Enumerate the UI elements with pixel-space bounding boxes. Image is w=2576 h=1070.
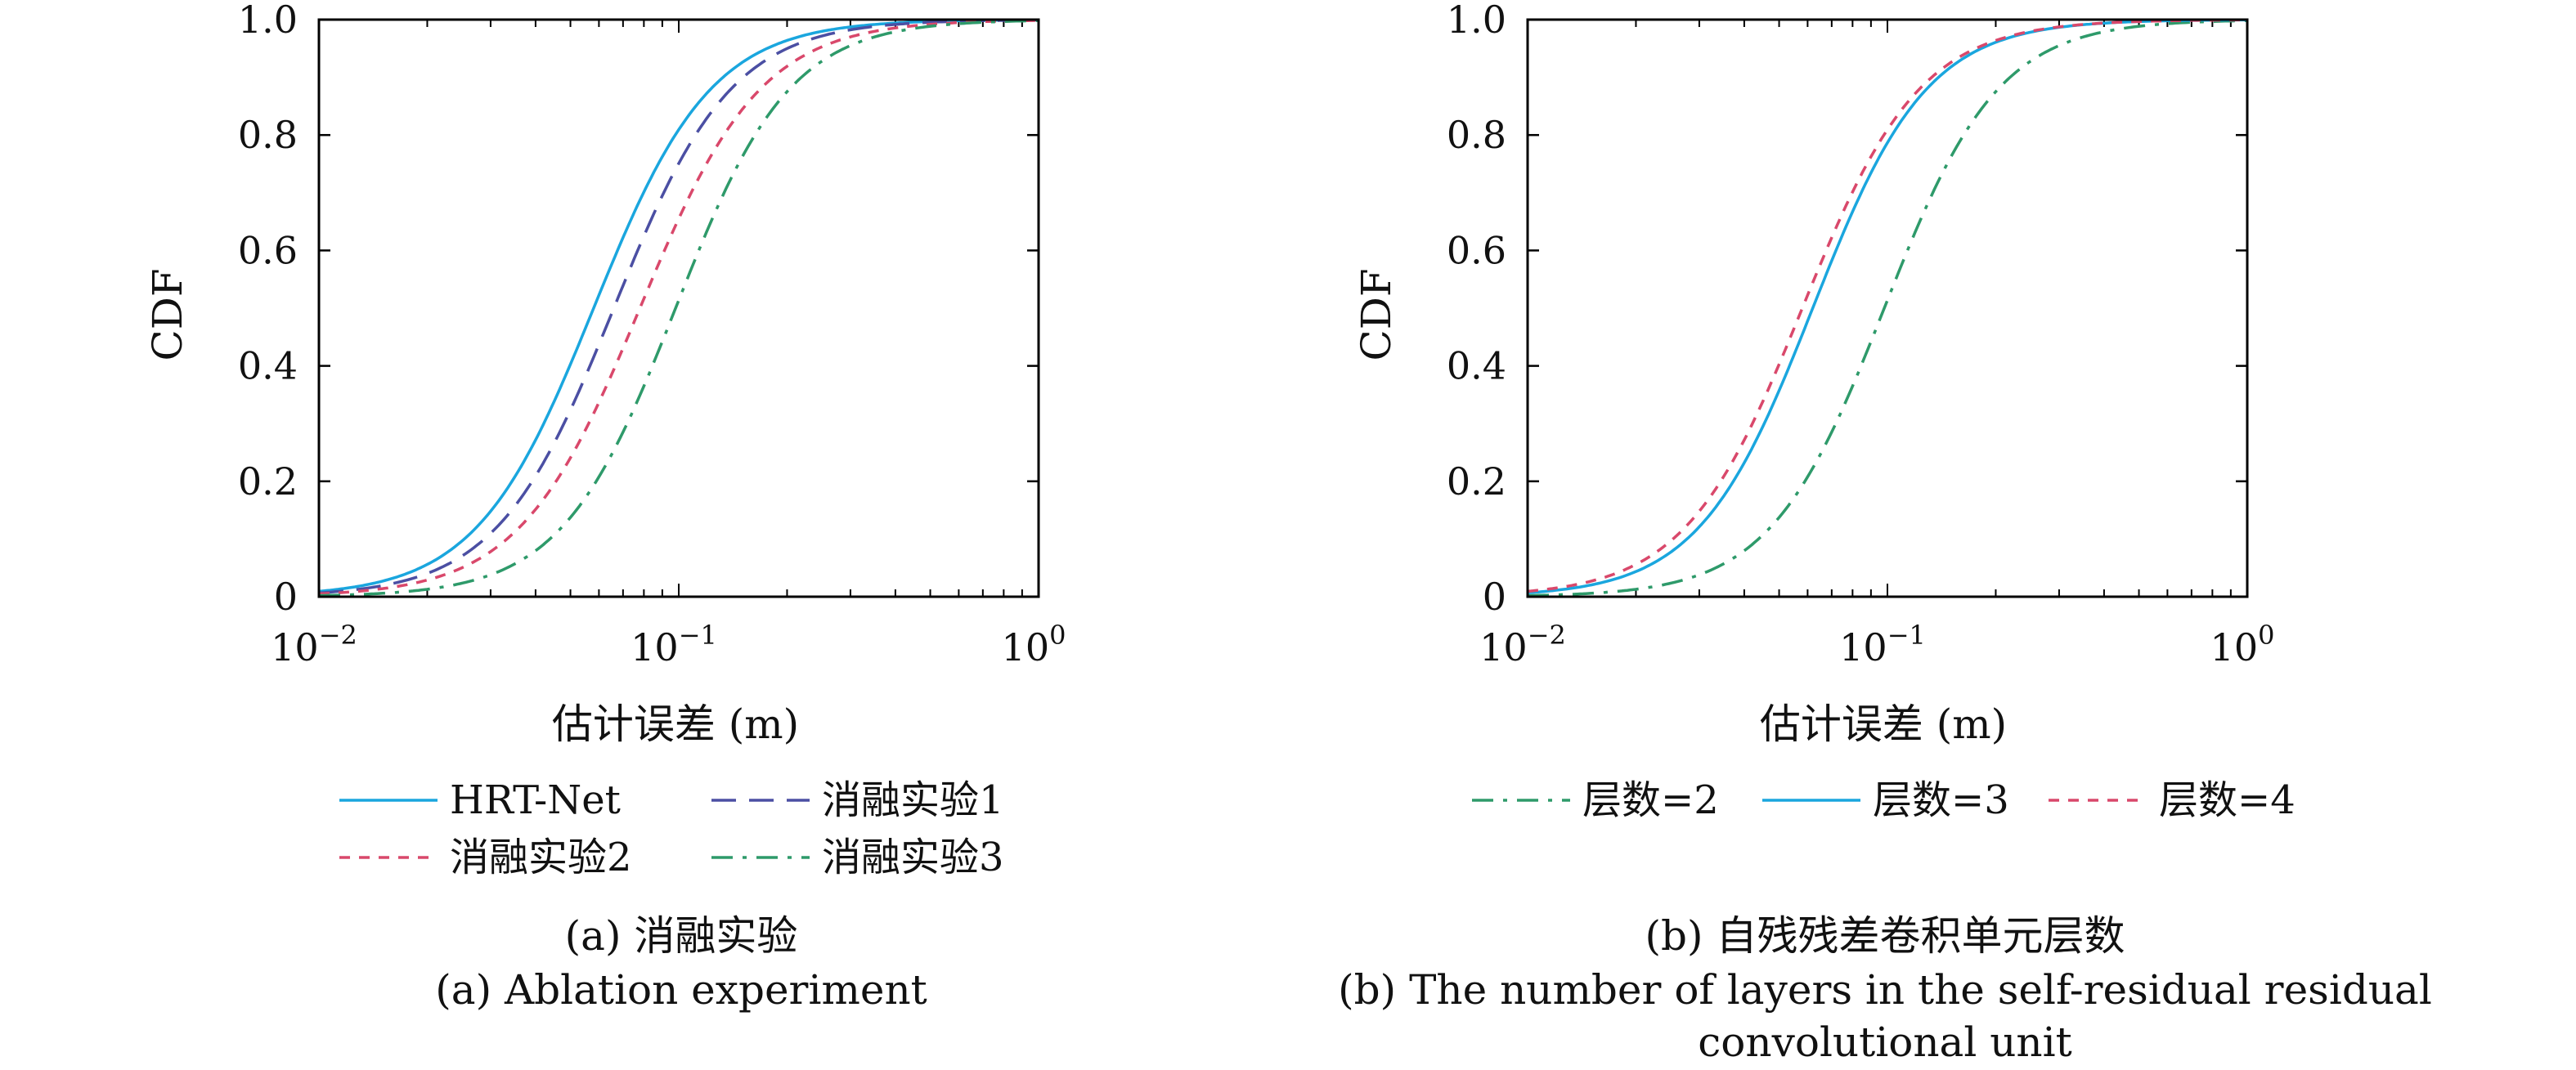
caption-en-a-line-1: (a) Ablation experiment — [435, 966, 927, 1014]
y-tick-label: 0.2 — [1447, 459, 1506, 504]
x-tick-label: 10−2 — [1479, 620, 1566, 669]
series-line — [318, 18, 1039, 595]
x-tick-label: 10−1 — [1839, 620, 1926, 669]
panel-a-ablation: 0 0.2 0.4 0.6 0.8 1.0 10−2 10−1 100 CDF 估计误差 (m… — [144, 0, 1066, 1014]
y-tick-label: 0.6 — [1447, 228, 1506, 272]
series-line — [318, 19, 1039, 598]
series-line — [318, 19, 1039, 596]
x-axis-label-a: 估计误差 (m) — [552, 701, 799, 748]
x-tick-label: 100 — [2210, 620, 2275, 669]
legend-label: 消融实验3 — [822, 835, 1004, 880]
y-axis-label-b: CDF — [1353, 268, 1400, 360]
series-line — [1527, 18, 2247, 594]
y-tick-label: 0 — [1483, 575, 1506, 619]
plot-frame-a — [317, 18, 1040, 598]
y-tick-label: 0.6 — [238, 228, 298, 272]
x-tick-labels-a: 10−2 10−1 100 — [271, 20, 1066, 669]
caption-en-b-line-1: (b) The number of layers in the self-res… — [1338, 966, 2432, 1014]
y-tick-label: 0.8 — [1447, 113, 1506, 157]
x-tick-label: 10−1 — [631, 620, 717, 669]
legend-b: 层数=2 层数=3 层数=4 — [1472, 777, 2296, 823]
y-tick-labels-b: 0 0.2 0.4 0.6 0.8 1.0 — [1447, 0, 2247, 619]
series-line — [1527, 19, 2248, 598]
caption-cn-b: (b) 自残残差卷积单元层数 — [1645, 912, 2125, 960]
x-tick-label: 100 — [1002, 620, 1066, 669]
y-tick-labels-a: 0 0.2 0.4 0.6 0.8 1.0 — [238, 0, 1039, 619]
caption-en-b-line-2: convolutional unit — [1698, 1019, 2071, 1066]
y-tick-label: 1.0 — [1447, 0, 1506, 42]
y-tick-label: 0.2 — [238, 459, 298, 504]
plot-frame-b — [1526, 18, 2249, 598]
y-tick-label: 0.4 — [238, 344, 298, 388]
series-line — [1527, 18, 2247, 593]
legend-label: 层数=2 — [1582, 777, 1719, 823]
y-tick-label: 0 — [274, 575, 298, 619]
legend-label: 层数=4 — [2159, 777, 2296, 823]
x-axis-label-b: 估计误差 (m) — [1760, 701, 2007, 748]
series-line — [318, 18, 1039, 593]
panel-b-layers: 0 0.2 0.4 0.6 0.8 1.0 10−2 10−1 100 CDF 估计误差 (m… — [1338, 0, 2432, 1066]
y-axis-label-a: CDF — [144, 268, 191, 360]
x-tick-label: 10−2 — [271, 620, 357, 669]
caption-cn-a: (a) 消融实验 — [565, 912, 798, 960]
legend-label: 层数=3 — [1873, 777, 2009, 823]
y-tick-label: 1.0 — [238, 0, 298, 42]
legend-label: 消融实验2 — [450, 835, 632, 880]
series-layer-a — [318, 18, 1039, 598]
series-layer-b — [1527, 18, 2248, 598]
legend-a: HRT-Net 消融实验1 消融实验2 消融实验3 — [339, 777, 1004, 880]
y-tick-label: 0.4 — [1447, 344, 1506, 388]
legend-label: HRT-Net — [450, 777, 621, 823]
y-tick-label: 0.8 — [238, 113, 298, 157]
legend-label: 消融实验1 — [822, 777, 1004, 823]
